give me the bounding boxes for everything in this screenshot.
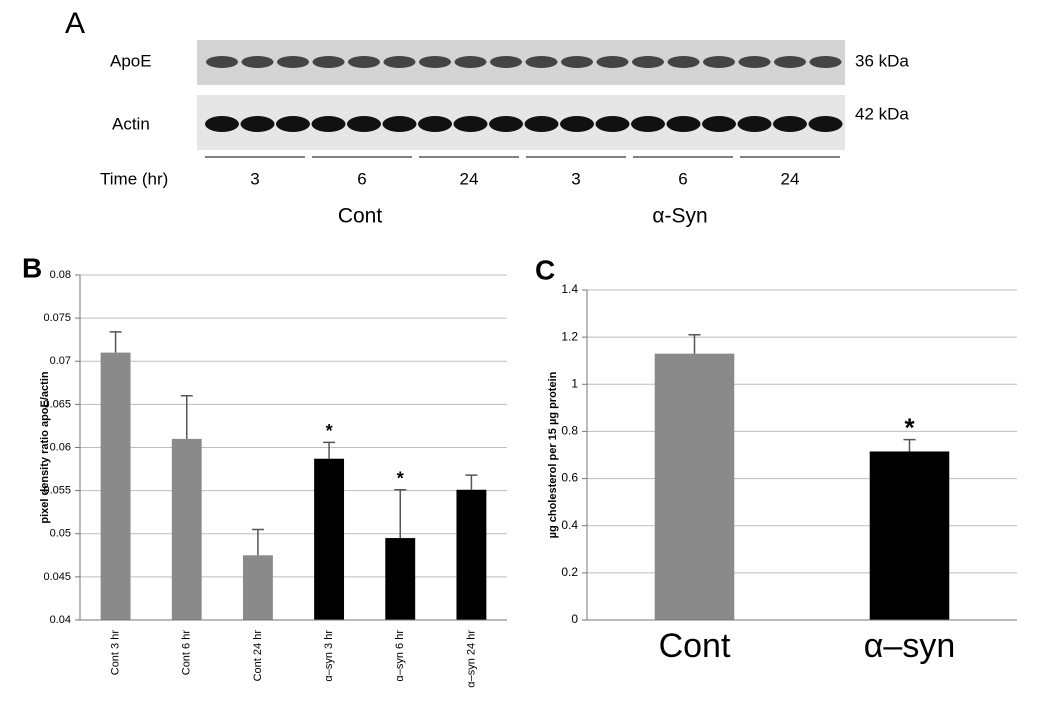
- y-tick-label: 0.055: [43, 485, 71, 497]
- x-tick-label: Cont 24 hr: [252, 630, 264, 682]
- size-label: 36 kDa: [855, 51, 909, 70]
- band: [348, 56, 380, 68]
- size-label: 42 kDa: [855, 104, 909, 123]
- y-tick-label: 0.065: [43, 398, 71, 410]
- y-tick-label: 0.07: [50, 355, 71, 367]
- error-bar: [323, 441, 336, 459]
- x-tick-label: α–syn 3 hr: [323, 630, 335, 682]
- y-tick-label: 0.045: [43, 571, 71, 583]
- band: [453, 116, 488, 132]
- band: [525, 56, 558, 68]
- band: [595, 116, 630, 132]
- group-label: Cont: [338, 205, 383, 228]
- band: [205, 116, 239, 132]
- band: [277, 56, 309, 68]
- panel-label: A: [65, 7, 85, 40]
- x-tick-label: α–syn: [864, 627, 955, 665]
- error-bar: [394, 489, 407, 539]
- band: [383, 56, 416, 68]
- band: [241, 56, 274, 68]
- band: [382, 116, 417, 132]
- error-bar: [688, 334, 701, 354]
- band: [560, 116, 594, 132]
- band: [808, 116, 843, 132]
- band: [419, 56, 451, 68]
- band: [206, 56, 238, 68]
- band: [490, 56, 522, 68]
- time-value: 6: [678, 169, 687, 188]
- band: [418, 116, 452, 132]
- band: [702, 116, 736, 132]
- bar: [242, 555, 273, 620]
- x-tick-label: Cont 3 hr: [109, 630, 121, 676]
- annotation: *: [397, 469, 404, 489]
- time-value: 24: [781, 169, 800, 188]
- band: [596, 56, 629, 68]
- band: [666, 116, 701, 132]
- error-bar: [180, 395, 193, 439]
- band: [240, 116, 275, 132]
- band: [809, 56, 842, 68]
- time-value: 6: [357, 169, 366, 188]
- band: [311, 116, 346, 132]
- y-tick-label: 0.08: [50, 269, 71, 281]
- y-tick-label: 0.075: [43, 312, 71, 324]
- time-value: 3: [571, 169, 580, 188]
- y-tick-label: 0.6: [561, 471, 578, 485]
- band: [738, 56, 771, 68]
- y-tick-label: 0.8: [561, 424, 578, 438]
- band: [667, 56, 700, 68]
- panel-label: B: [22, 252, 42, 283]
- panel-label: C: [535, 254, 555, 285]
- y-tick-label: 1.4: [561, 282, 578, 296]
- x-tick-label: Cont 6 hr: [181, 630, 193, 676]
- y-tick-label: 0: [571, 612, 578, 626]
- bar: [456, 489, 487, 620]
- error-bar: [109, 331, 122, 353]
- band: [632, 56, 664, 68]
- group-label: α-Syn: [652, 205, 707, 228]
- bar: [171, 438, 202, 620]
- band: [454, 56, 487, 68]
- bar: [100, 352, 131, 620]
- y-tick-label: 1: [571, 376, 578, 390]
- band: [703, 56, 735, 68]
- band: [312, 56, 345, 68]
- time-value: 24: [460, 169, 479, 188]
- band: [631, 116, 665, 132]
- x-tick-label: Cont: [659, 627, 731, 665]
- y-tick-label: 0.2: [561, 565, 578, 579]
- band: [773, 116, 807, 132]
- band: [347, 116, 381, 132]
- row-label: Actin: [112, 114, 150, 133]
- y-tick-label: 0.05: [50, 528, 71, 540]
- bar: [314, 458, 345, 620]
- bar: [654, 353, 735, 620]
- y-axis-label: pixel density ratio apoE/actin: [39, 371, 51, 523]
- error-bar: [903, 438, 916, 452]
- error-bar: [251, 528, 264, 556]
- band: [276, 116, 310, 132]
- y-tick-label: 0.4: [561, 518, 578, 532]
- error-bar: [465, 474, 478, 490]
- x-tick-label: α–syn 6 hr: [394, 630, 406, 682]
- time-label: Time (hr): [100, 169, 168, 188]
- band: [524, 116, 559, 132]
- y-tick-label: 0.06: [50, 441, 71, 453]
- band: [774, 56, 806, 68]
- y-tick-label: 1.2: [561, 329, 578, 343]
- bar: [385, 538, 416, 620]
- y-axis-label: µg cholesterol per 15 µg protein: [547, 371, 559, 538]
- annotation: *: [326, 421, 333, 441]
- band: [489, 116, 523, 132]
- annotation: *: [904, 413, 915, 443]
- bar: [869, 451, 950, 620]
- time-value: 3: [250, 169, 259, 188]
- row-label: ApoE: [110, 51, 152, 70]
- x-tick-label: α–syn 24 hr: [465, 630, 477, 688]
- band: [561, 56, 593, 68]
- y-tick-label: 0.04: [50, 614, 71, 626]
- band: [737, 116, 772, 132]
